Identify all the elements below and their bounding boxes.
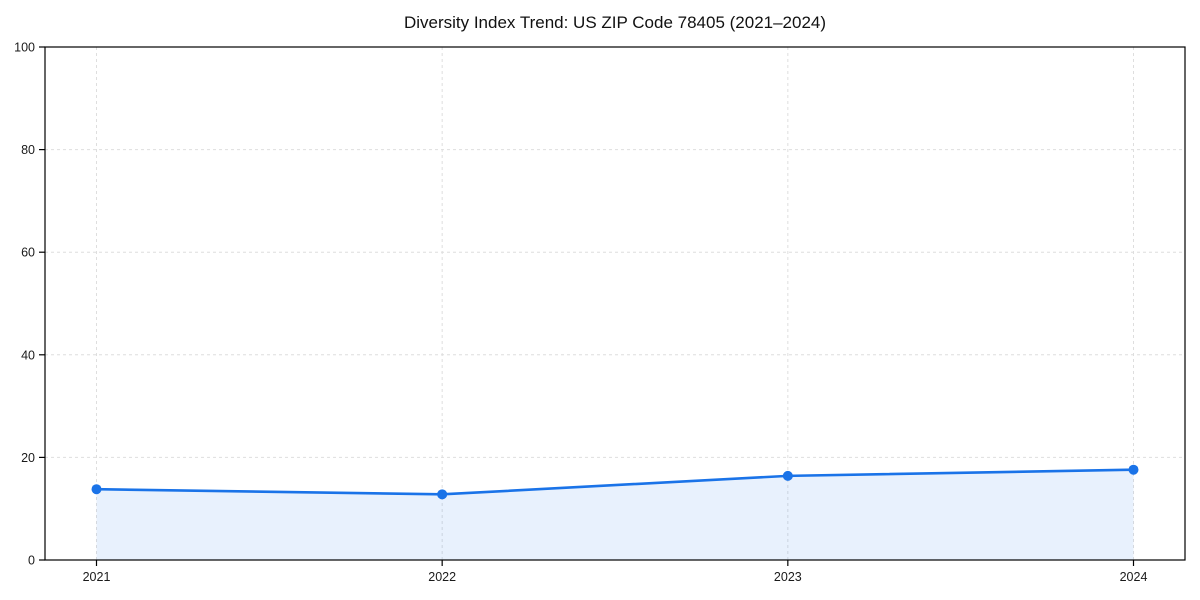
area-fill [96,469,1134,560]
data-point-marker [437,489,448,500]
data-point-marker [1128,464,1139,475]
x-tick-label: 2021 [83,570,111,584]
plot-border [44,46,1186,561]
data-point-marker [782,470,793,481]
y-tick-label: 80 [21,143,35,157]
data-point-marker [91,484,102,495]
y-tick-label: 20 [21,451,35,465]
x-tick-label: 2022 [428,570,456,584]
y-tick-label: 60 [21,246,35,260]
chart-title: Diversity Index Trend: US ZIP Code 78405… [403,13,827,32]
y-tick-label: 40 [21,348,35,362]
y-tick-label: 100 [14,41,35,55]
trend-line [95,468,1135,496]
x-tick-label: 2024 [1120,570,1148,584]
y-tick-label: 0 [28,554,35,568]
x-tick-label: 2023 [774,570,802,584]
